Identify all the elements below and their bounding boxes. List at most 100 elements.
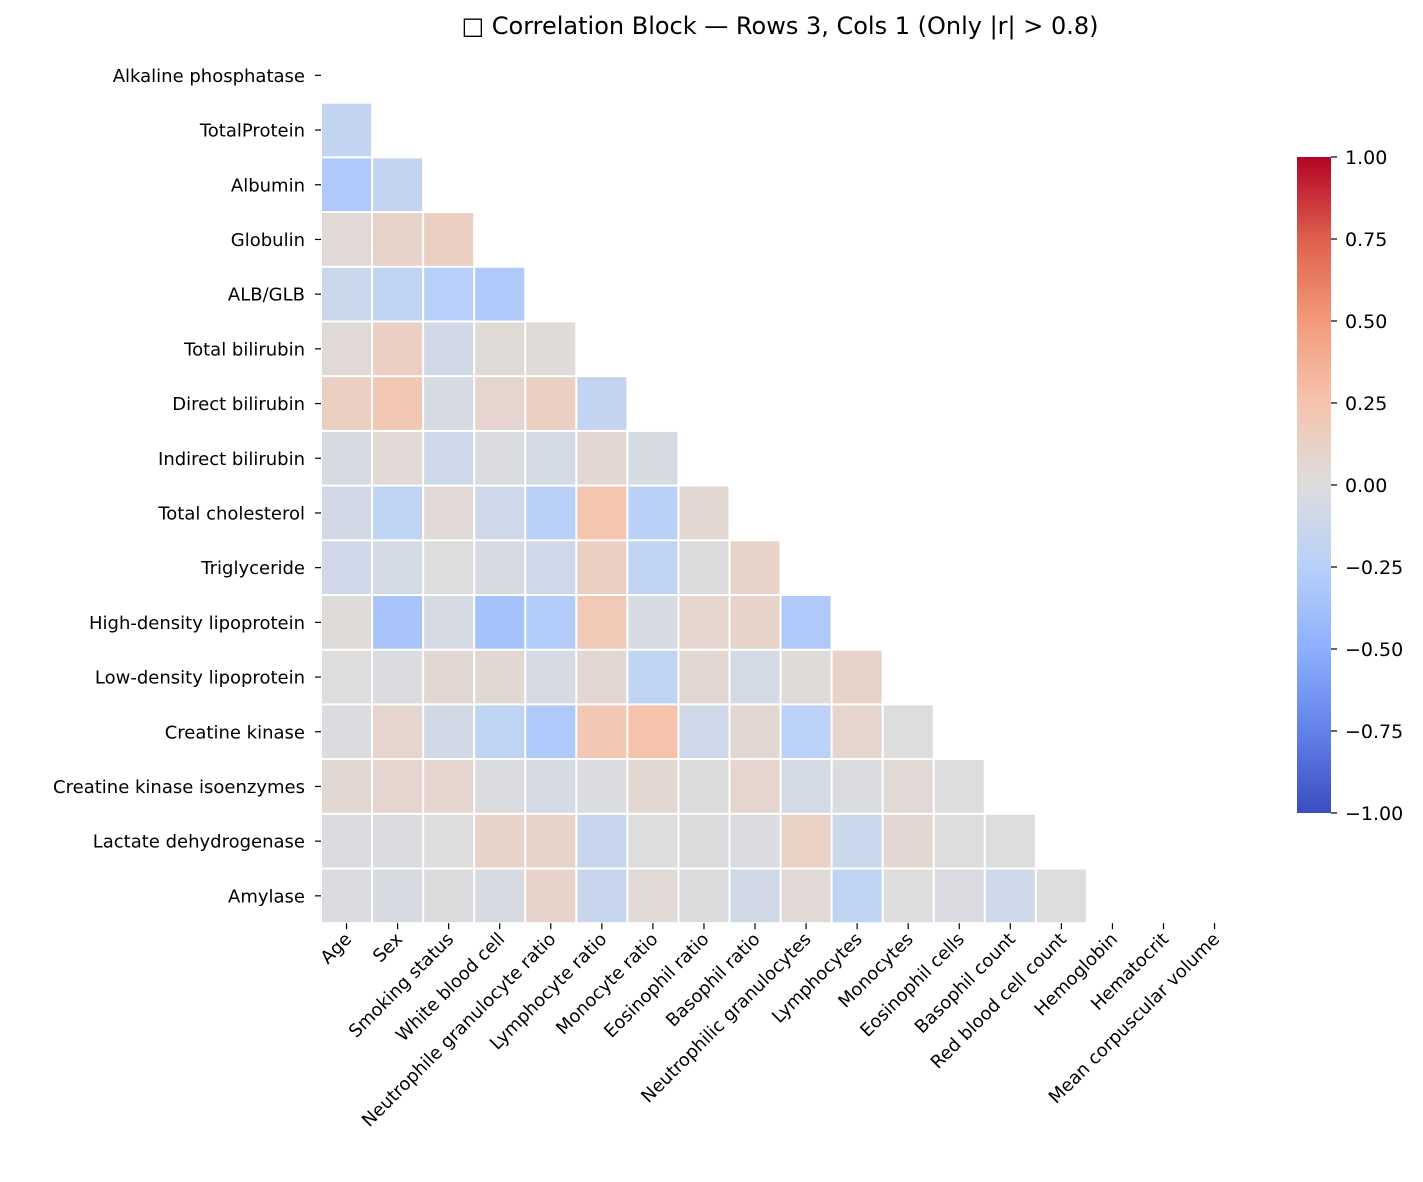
heatmap-cell-r1-c0 — [322, 103, 372, 157]
heatmap-cell-r8-c5 — [577, 486, 627, 540]
heatmap-cell-r13-c12 — [934, 760, 984, 813]
heatmap-cell-r6-c1 — [373, 377, 423, 430]
row-label-lactate-dehydrogenase: Lactate dehydrogenase — [93, 832, 305, 853]
heatmap-cell-r13-c0 — [322, 760, 372, 813]
heatmap-cell-r12-c1 — [373, 705, 423, 759]
heatmap-cell-r8-c3 — [475, 486, 525, 540]
heatmap-cell-r13-c2 — [424, 760, 474, 813]
heatmap-cell-r15-c12 — [934, 869, 984, 923]
row-labels: Alkaline phosphatase TotalProtein Albumin G… — [53, 66, 321, 907]
colorbar-tick-label: 1.00 — [1345, 147, 1387, 169]
heatmap-cell-r15-c9 — [781, 869, 831, 923]
row-label-alkaline-phosphatase: Alkaline phosphatase — [113, 66, 305, 87]
heatmap-cell-r14-c5 — [577, 814, 627, 868]
heatmap-cell-r7-c1 — [373, 431, 423, 485]
heatmap-cell-r9-c1 — [373, 541, 423, 594]
heatmap-cell-r14-c1 — [373, 814, 423, 868]
heatmap-cell-r15-c8 — [730, 869, 780, 923]
heatmap-cell-r14-c2 — [424, 814, 474, 868]
row-label-totalprotein: TotalProtein — [199, 121, 305, 142]
colorbar-tick-label: 0.25 — [1345, 393, 1387, 415]
heatmap-cell-r11-c5 — [577, 650, 627, 704]
heatmap-cell-r14-c9 — [781, 814, 831, 868]
heatmap-cell-r11-c0 — [322, 650, 372, 704]
column-label-sex: Sex — [369, 929, 407, 967]
heatmap-cell-r10-c0 — [322, 596, 372, 649]
heatmap-cell-r3-c2 — [424, 213, 474, 266]
heatmap-cell-r5-c3 — [475, 322, 525, 376]
heatmap-cell-r14-c13 — [985, 814, 1035, 868]
heatmap-cell-r7-c0 — [322, 431, 372, 485]
heatmap-cell-r12-c0 — [322, 705, 372, 759]
heatmap-cell-r10-c4 — [526, 596, 576, 649]
row-label-low-density-lipoprotein: Low-density lipoprotein — [95, 668, 305, 689]
heatmap-cell-r5-c0 — [322, 322, 372, 376]
heatmap-cell-r12-c7 — [679, 705, 729, 759]
heatmap-cell-r2-c1 — [373, 158, 423, 212]
chart-title: □ Correlation Block — Rows 3, Cols 1 (On… — [461, 12, 1098, 40]
row-label-triglyceride: Triglyceride — [200, 558, 305, 579]
heatmap-cell-r14-c4 — [526, 814, 576, 868]
heatmap-cell-r15-c13 — [985, 869, 1035, 923]
heatmap-cells — [322, 103, 1086, 923]
heatmap-cell-r10-c7 — [679, 596, 729, 649]
heatmap-cell-r9-c3 — [475, 541, 525, 594]
heatmap-cell-r10-c9 — [781, 596, 831, 649]
heatmap-cell-r10-c2 — [424, 596, 474, 649]
heatmap-cell-r14-c8 — [730, 814, 780, 868]
heatmap-cell-r13-c5 — [577, 760, 627, 813]
heatmap-cell-r14-c6 — [628, 814, 678, 868]
heatmap-cell-r13-c3 — [475, 760, 525, 813]
heatmap-cell-r15-c3 — [475, 869, 525, 923]
heatmap-cell-r6-c2 — [424, 377, 474, 430]
heatmap-cell-r4-c0 — [322, 267, 372, 321]
heatmap-cell-r13-c8 — [730, 760, 780, 813]
heatmap-cell-r6-c5 — [577, 377, 627, 430]
heatmap-cell-r10-c8 — [730, 596, 780, 649]
heatmap-cell-r13-c6 — [628, 760, 678, 813]
heatmap-cell-r9-c8 — [730, 541, 780, 594]
colorbar-tick-label: 0.75 — [1345, 229, 1387, 251]
heatmap-cell-r12-c6 — [628, 705, 678, 759]
heatmap-cell-r14-c12 — [934, 814, 984, 868]
heatmap-cell-r9-c6 — [628, 541, 678, 594]
heatmap-cell-r3-c0 — [322, 213, 372, 266]
heatmap-cell-r11-c9 — [781, 650, 831, 704]
row-label-creatine-kinase: Creatine kinase — [165, 722, 305, 743]
row-label-total-cholesterol: Total cholesterol — [157, 503, 305, 524]
heatmap-cell-r9-c2 — [424, 541, 474, 594]
heatmap-cell-r12-c10 — [832, 705, 882, 759]
heatmap-cell-r13-c4 — [526, 760, 576, 813]
heatmap-cell-r12-c11 — [883, 705, 933, 759]
heatmap-cell-r6-c0 — [322, 377, 372, 430]
heatmap-cell-r11-c10 — [832, 650, 882, 704]
colorbar-tick-label: −0.50 — [1345, 639, 1403, 661]
heatmap-cell-r8-c4 — [526, 486, 576, 540]
row-label-total-bilirubin: Total bilirubin — [183, 339, 305, 360]
heatmap-cell-r12-c5 — [577, 705, 627, 759]
heatmap-cell-r4-c3 — [475, 267, 525, 321]
heatmap-cell-r13-c1 — [373, 760, 423, 813]
heatmap-cell-r5-c1 — [373, 322, 423, 376]
heatmap-cell-r2-c0 — [322, 158, 372, 212]
heatmap-cell-r12-c4 — [526, 705, 576, 759]
heatmap-cell-r15-c14 — [1036, 869, 1086, 923]
heatmap-cell-r15-c10 — [832, 869, 882, 923]
heatmap-cell-r8-c1 — [373, 486, 423, 540]
heatmap-cell-r12-c2 — [424, 705, 474, 759]
colorbar: 1.00 0.75 0.50 0.25 0.00 −0.25 −0.50 −0.75 −1.00 — [1297, 147, 1403, 825]
heatmap-cell-r15-c0 — [322, 869, 372, 923]
heatmap-cell-r11-c7 — [679, 650, 729, 704]
heatmap-cell-r9-c7 — [679, 541, 729, 594]
row-label-creatine-kinase-isoenzymes: Creatine kinase isoenzymes — [53, 777, 305, 798]
heatmap-cell-r15-c2 — [424, 869, 474, 923]
heatmap-cell-r12-c3 — [475, 705, 525, 759]
heatmap-cell-r15-c11 — [883, 869, 933, 923]
heatmap-cell-r14-c7 — [679, 814, 729, 868]
heatmap-cell-r15-c7 — [679, 869, 729, 923]
row-label-albumin: Albumin — [231, 175, 305, 196]
heatmap-cell-r4-c2 — [424, 267, 474, 321]
heatmap-cell-r11-c2 — [424, 650, 474, 704]
